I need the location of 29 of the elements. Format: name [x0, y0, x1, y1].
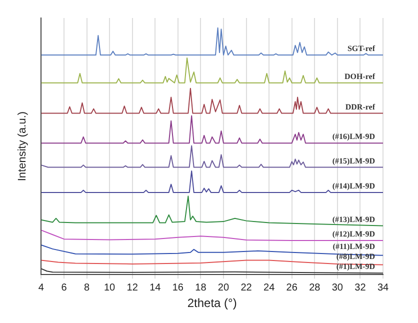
series-label: (#12)LM-9D [332, 230, 376, 239]
x-tick-label: 34 [377, 282, 389, 294]
x-tick-label: 16 [172, 282, 184, 294]
x-tick-label: 6 [61, 282, 68, 294]
x-tick-label: 8 [84, 282, 90, 294]
x-axis-title: 2theta (°) [187, 296, 237, 310]
x-tick-label: 22 [240, 282, 252, 294]
series-label: SGT-ref [347, 44, 376, 54]
x-tick-label: 28 [309, 282, 321, 294]
series-label: (#8)LM-9D [336, 252, 376, 262]
x-tick-label: 10 [104, 282, 116, 294]
x-tick-label: 4 [38, 282, 44, 294]
series-label: (#13)LM-9D [332, 214, 376, 224]
x-tick-label: 18 [195, 282, 207, 294]
series-label: (#15)LM-9D [332, 156, 376, 166]
x-tick-label: 30 [332, 282, 344, 294]
x-tick-label: 32 [354, 282, 366, 294]
x-tick-label: 12 [126, 282, 138, 294]
series-label: (#11)LM-9D [332, 242, 376, 252]
series-label: (#16)LM-9D [332, 132, 376, 142]
x-tick-label: 26 [286, 282, 298, 294]
x-tick-label: 14 [150, 282, 162, 294]
series-label: (#14)LM-9D [332, 182, 376, 190]
series-label: DOH-ref [344, 72, 376, 81]
x-tick-label: 20 [218, 282, 230, 294]
series-label: (#1)LM-9D [336, 262, 376, 272]
series-label: DDR-ref [345, 102, 376, 112]
y-axis-title: Intensity (a.u.) [16, 111, 29, 182]
x-tick-label: 24 [264, 282, 276, 294]
